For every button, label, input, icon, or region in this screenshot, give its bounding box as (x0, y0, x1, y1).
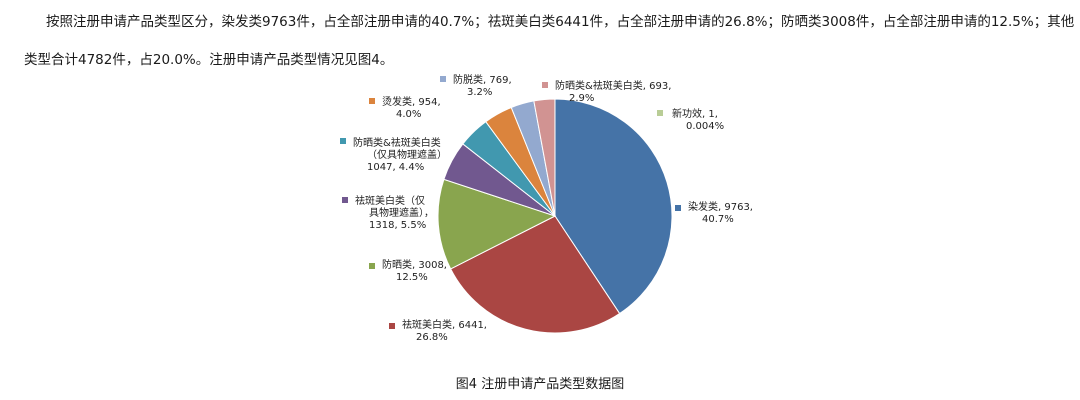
pie-slice-3 (437, 178, 557, 270)
slice-label-marker-4 (342, 197, 348, 203)
slice-label-7: 防脱类, 769, 3.2% (453, 73, 512, 98)
intro-paragraph-line-1: 按照注册申请产品类型区分，染发类9763件，占全部注册申请的40.7%；祛斑美白… (46, 14, 1075, 30)
slice-label-marker-1 (675, 205, 681, 211)
slice-label-marker-2 (389, 323, 395, 329)
slice-label-marker-5 (340, 138, 346, 144)
pie-slice-2 (449, 215, 621, 334)
slice-label-8: 防晒类&祛斑美白类, 693, 2.9% (555, 79, 671, 104)
pie-chart: 染发类, 9763, 40.7% 祛斑美白类, 6441, 26.8% 防晒类, 300… (340, 73, 753, 343)
slice-label-9: 新功效, 1, 0.004% (672, 107, 724, 132)
slice-label-marker-6 (369, 98, 375, 104)
slice-label-2: 祛斑美白类, 6441, 26.8% (402, 318, 487, 343)
slice-label-3: 防晒类, 3008, 12.5% (382, 258, 447, 283)
slice-label-marker-8 (542, 82, 548, 88)
slice-label-5: 防晒类&祛斑美白类（仅具物理遮盖） 1047, 4.4% (353, 136, 447, 173)
slice-label-4: 祛斑美白类（仅具物理遮盖）， 1318, 5.5% (355, 194, 434, 231)
intro-paragraph-line-2: 类型合计4782件，占20.0%。注册申请产品类型情况见图4。 (24, 52, 394, 68)
slice-label-marker-7 (440, 76, 446, 82)
slice-label-marker-3 (369, 263, 375, 269)
slice-label-1: 染发类, 9763, 40.7% (688, 200, 753, 225)
slice-label-6: 烫发类, 954, 4.0% (382, 95, 441, 120)
slice-label-marker-9 (657, 110, 663, 116)
figure-caption: 图4 注册申请产品类型数据图 (455, 377, 625, 392)
